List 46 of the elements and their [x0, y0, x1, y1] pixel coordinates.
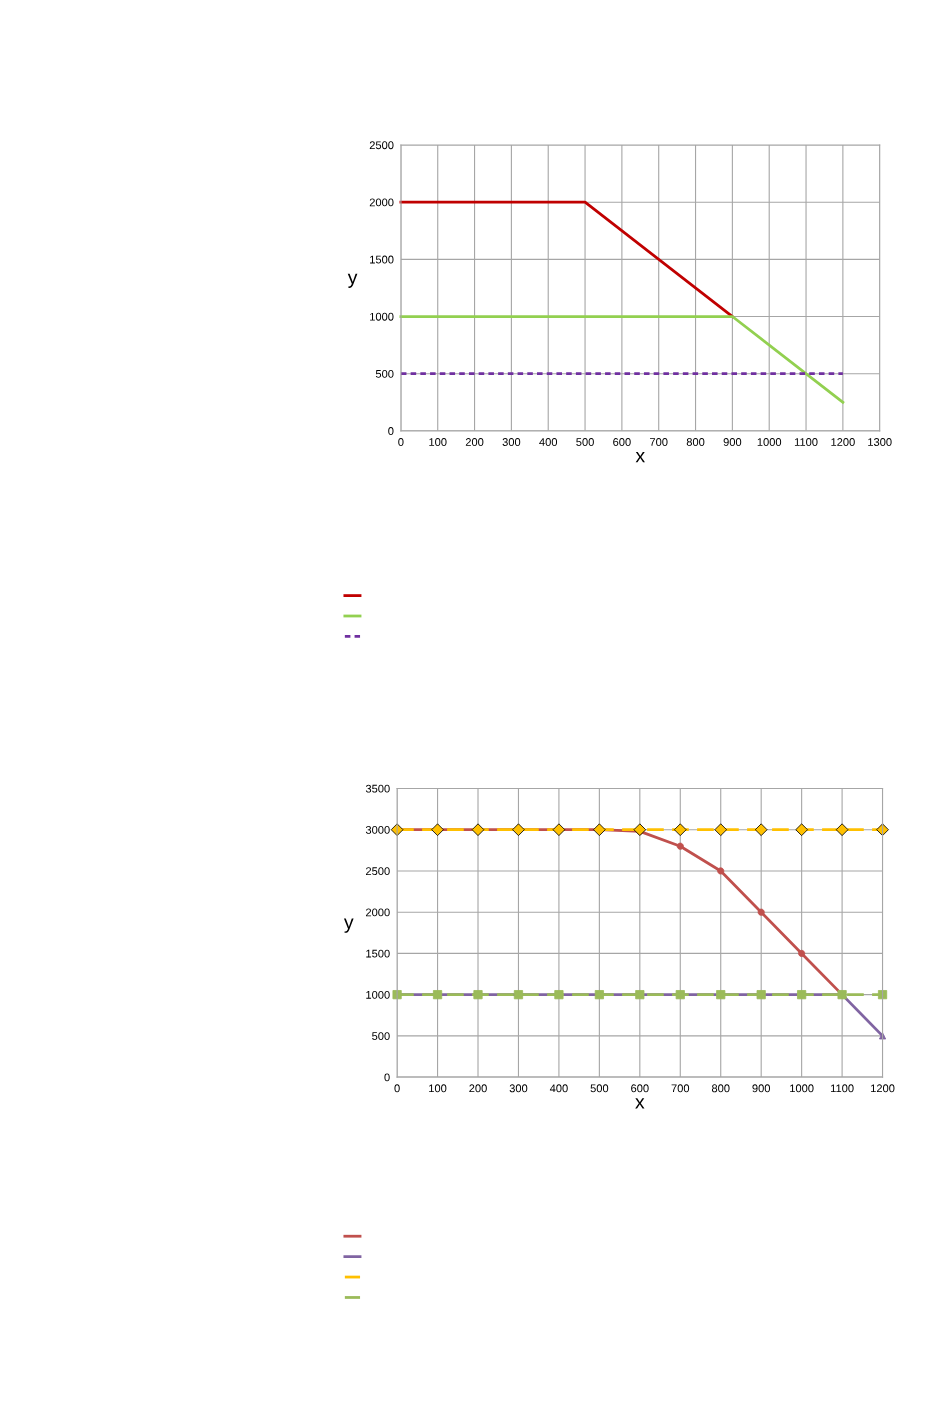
x-tick-label: 1000: [757, 438, 782, 446]
x-tick-label: 400: [539, 438, 558, 446]
x-tick-label: 1200: [831, 438, 855, 446]
x-tick-label: 1100: [831, 1084, 854, 1093]
x-tick-label: 900: [723, 438, 742, 446]
x-tick-label: 100: [429, 1084, 447, 1093]
x-tick-label: 900: [752, 1084, 771, 1093]
x-tick-label: 300: [502, 438, 521, 446]
y-tick-label: 1000: [366, 990, 390, 999]
x-tick-label: 700: [671, 1084, 690, 1093]
y-tick-label: 3000: [365, 825, 390, 834]
y-axis-title: y: [347, 273, 358, 288]
x-tick-label: 200: [469, 1084, 487, 1093]
y-tick-label: 0: [384, 1073, 390, 1082]
x-tick-label: 500: [590, 1084, 609, 1093]
x-tick-label: 600: [631, 1084, 649, 1093]
y-tick-label: 1000: [370, 312, 394, 321]
x-tick-label: 700: [650, 438, 668, 446]
y-tick-label: 2500: [369, 141, 394, 150]
x-tick-label: 0: [398, 438, 404, 446]
x-tick-label: 200: [465, 438, 484, 446]
y-tick-label: 1500: [366, 949, 390, 958]
y-tick-label: 2000: [366, 908, 390, 917]
x-tick-label: 1000: [790, 1084, 814, 1093]
x-axis-title: x: [635, 451, 645, 463]
x-axis-title: x: [635, 1098, 645, 1109]
x-tick-label: 100: [429, 438, 447, 446]
x-tick-label: 0: [394, 1084, 400, 1093]
y-tick-label: 0: [388, 427, 394, 435]
x-tick-label: 500: [576, 438, 594, 446]
x-tick-label: 600: [613, 438, 631, 446]
y-tick-label: 500: [372, 1032, 390, 1041]
point: [633, 823, 647, 837]
x-tick-label: 800: [711, 1084, 730, 1093]
x-tick-label: 800: [686, 438, 705, 446]
x-tick-label: 300: [509, 1084, 528, 1093]
x-tick-label: 1200: [871, 1084, 895, 1093]
y-tick-label: 1500: [370, 255, 394, 264]
y-tick-label: 2000: [369, 198, 394, 207]
x-tick-label: 1100: [794, 438, 818, 446]
y-axis-title: y: [343, 918, 354, 933]
x-tick-label: 400: [549, 1084, 568, 1093]
y-tick-label: 3500: [365, 784, 390, 793]
y-tick-label: 500: [375, 369, 394, 378]
x-tick-label: 1300: [868, 438, 892, 446]
y-tick-label: 2500: [366, 867, 390, 876]
